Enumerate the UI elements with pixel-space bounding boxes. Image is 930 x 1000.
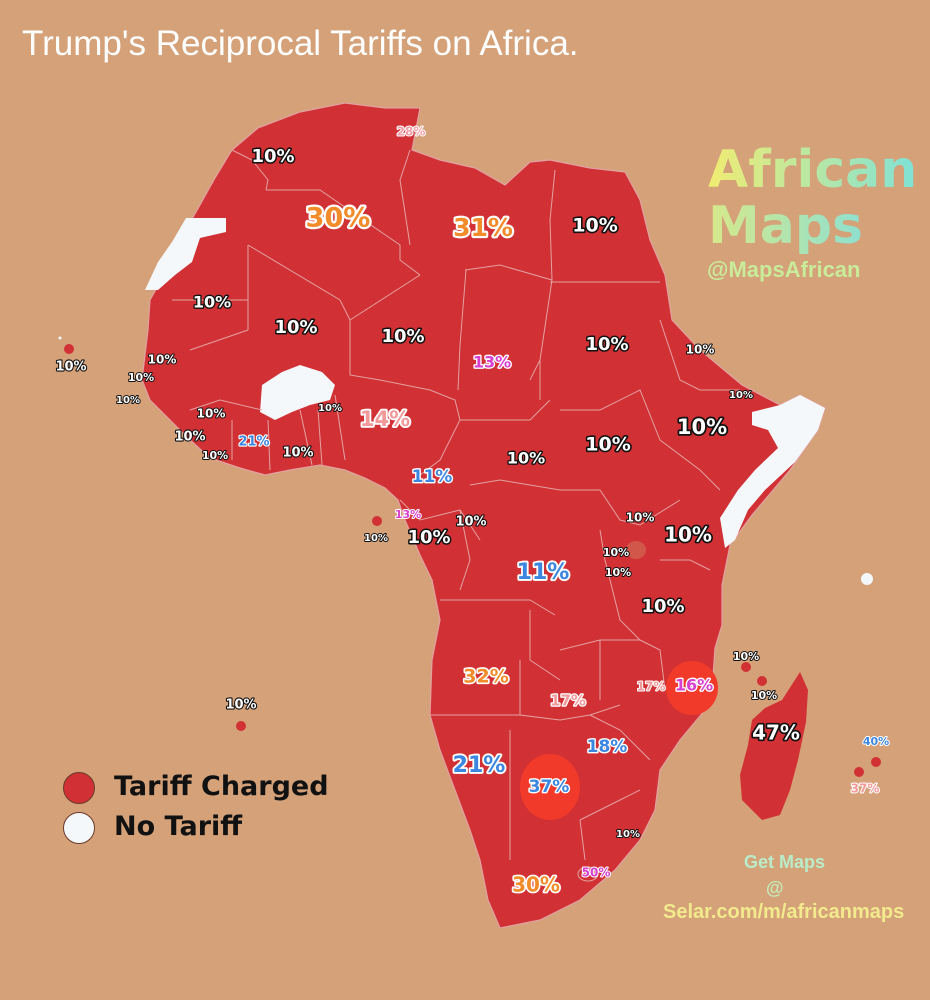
africa-mainland — [141, 102, 826, 929]
comoros-2 — [757, 676, 767, 686]
tariff-label: 10% — [407, 527, 450, 548]
tariff-label: 10% — [677, 415, 727, 439]
western-sahara — [145, 218, 226, 290]
tariff-label: 10% — [116, 395, 140, 406]
tariff-label: 16% — [675, 676, 713, 695]
tariff-label: 10% — [202, 449, 228, 462]
tariff-label: 10% — [381, 326, 424, 347]
burkina-faso — [260, 365, 335, 420]
tariff-label: 17% — [637, 680, 666, 694]
lesotho — [577, 866, 599, 882]
legend-tariff-label: Tariff Charged — [114, 771, 329, 802]
tariff-label: 11% — [412, 467, 453, 487]
tariff-label: 10% — [193, 293, 231, 312]
somalia — [720, 395, 825, 548]
cape-verde-islet — [58, 336, 62, 340]
tariff-label: 10% — [626, 511, 655, 525]
zimbabwe-region — [520, 754, 580, 820]
brand-handle: @MapsAfrican — [707, 257, 861, 282]
tariff-label: 28% — [397, 125, 426, 139]
brand-line-2: Maps — [708, 196, 864, 256]
tariff-label: 10% — [55, 360, 86, 375]
tariff-label: 10% — [686, 343, 715, 357]
tariff-label: 10% — [455, 515, 486, 530]
tariff-label: 10% — [585, 334, 628, 355]
mozambique-region — [666, 661, 718, 715]
tariff-label: 10% — [148, 353, 177, 367]
tariff-label: 21% — [453, 753, 506, 778]
legend-tariff-swatch — [63, 772, 95, 804]
tariff-label: 10% — [318, 403, 342, 414]
tariff-label: 10% — [282, 446, 313, 461]
tariff-label: 17% — [550, 692, 586, 710]
tariff-label: 11% — [517, 560, 570, 585]
st-helena — [236, 721, 246, 731]
tariff-label: 14% — [360, 407, 410, 431]
tariff-label: 13% — [395, 508, 421, 521]
cape-verde — [64, 344, 74, 354]
tariff-label: 31% — [453, 213, 513, 242]
tariff-label: 10% — [174, 430, 205, 445]
mauritius — [871, 757, 881, 767]
tariff-label: 50% — [582, 866, 611, 880]
tariff-label: 32% — [463, 666, 508, 688]
comoros-1 — [741, 662, 751, 672]
brand-line-1: African — [708, 140, 918, 200]
tariff-label: 40% — [863, 735, 889, 748]
legend-no-tariff-label: No Tariff — [114, 811, 243, 842]
tariff-label: 10% — [128, 371, 154, 384]
tariff-label: 10% — [616, 829, 640, 840]
tariff-label: 10% — [251, 146, 294, 167]
tariff-labels: 10% 28% 30% 31% 10% 10% 10% 10% 13% 10% 10% 10% 10% 1… — [54, 124, 890, 899]
tariff-label: 10% — [225, 698, 256, 713]
legend-no-tariff-swatch — [63, 812, 95, 844]
tariff-label: 37% — [851, 782, 880, 796]
tariff-label: 30% — [512, 873, 560, 897]
tariff-label: 10% — [274, 317, 317, 338]
footer-at: @ — [766, 878, 784, 898]
tariff-label: 10% — [364, 533, 388, 544]
reunion — [854, 767, 864, 777]
lake-victoria — [626, 541, 646, 559]
tariff-label: 10% — [733, 650, 759, 663]
tariff-label: 13% — [473, 353, 511, 372]
tariff-label: 18% — [587, 737, 628, 757]
tariff-label: 10% — [729, 390, 753, 401]
seychelles — [861, 573, 873, 585]
footer-url[interactable]: Selar.com/m/africanmaps — [663, 901, 905, 923]
tariff-label: 10% — [603, 546, 629, 559]
tariff-label: 47% — [752, 721, 800, 745]
tariff-label: 10% — [507, 449, 545, 468]
tariff-label: 37% — [529, 777, 570, 797]
tariff-label: 10% — [605, 566, 631, 579]
country-borders — [172, 149, 740, 861]
sao-tome — [372, 516, 382, 526]
tariff-label: 10% — [751, 689, 777, 702]
tariff-label: 10% — [585, 434, 630, 456]
map-title: Trump's Reciprocal Tariffs on Africa. — [22, 24, 579, 63]
tariff-label: 30% — [306, 203, 371, 234]
tariff-label: 10% — [572, 215, 617, 237]
tariff-label: 10% — [197, 407, 226, 421]
madagascar — [740, 672, 808, 820]
tariff-label: 21% — [238, 435, 269, 450]
tariff-label: 10% — [641, 596, 684, 617]
tariff-label: 10% — [664, 523, 712, 547]
footer-get-maps: Get Maps — [744, 852, 826, 872]
